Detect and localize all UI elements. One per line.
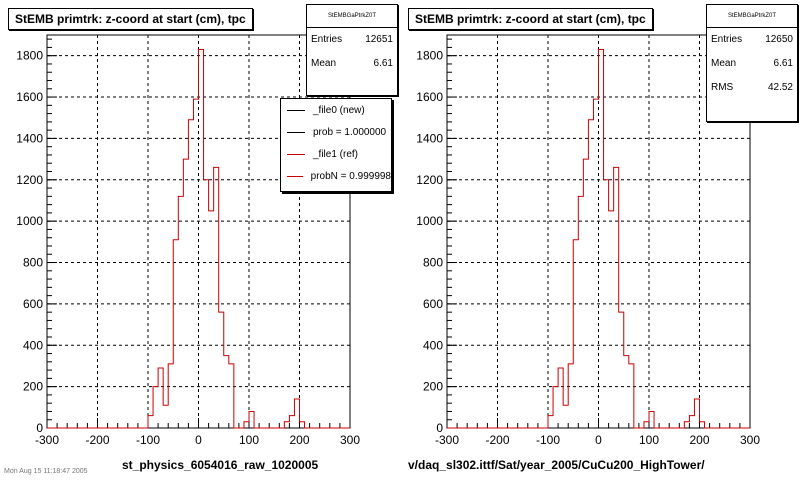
right-y-tick-label: 200 [423,380,443,394]
right-y-tick-label: 1000 [416,214,443,228]
right-y-tick-label: 600 [423,297,443,311]
left-y-tick-label: 1800 [16,49,43,63]
left-stats-entries-label: Entries [311,34,343,45]
left-y-tick-label: 1600 [16,90,43,104]
left-y-tick-label: 1200 [16,173,43,187]
right-x-axis-label: v/daq_sl302.ittf/Sat/year_2005/CuCu200_H… [408,458,705,472]
left-stats-mean-row: Mean 6.61 [307,52,397,76]
legend-swatch-file1 [287,153,305,155]
legend-label-probn: probN = 0.999998 [310,170,391,182]
left-x-tick-label: 300 [340,433,360,447]
left-stats-mean-value: 6.61 [373,58,393,69]
right-x-tick-label: 300 [740,433,760,447]
left-x-tick-label: -100 [136,433,160,447]
legend-entry-file1: _file1 (ref) [281,143,391,165]
left-y-tick-label: 600 [23,297,43,311]
right-stats-box: StEMBGaPtrkZ0T Entries 12650 Mean 6.61 R… [706,4,798,122]
right-y-tick-label: 0 [436,421,443,435]
legend-entry-prob: prob = 1.000000 [281,121,391,143]
right-y-tick-label: 1200 [416,173,443,187]
left-y-tick-label: 1400 [16,131,43,145]
right-stats-rms-label: RMS [711,82,734,93]
left-x-tick-label: -200 [85,433,109,447]
left-stats-box: StEMBGaPtrkZ0T Entries 12651 Mean 6.61 [306,4,398,96]
right-y-tick-label: 400 [423,338,443,352]
legend-swatch-probn [287,175,303,177]
right-stats-mean-value: 6.61 [773,58,793,69]
right-stats-rms-value: 42.52 [767,82,793,93]
right-histogram-svg: -300 -200 -100 0 100 200 300 0 200 400 600 800 1000 1… [416,34,760,447]
left-histogram-series-0 [47,48,350,429]
right-chart-title: StEMB primtrk: z-coord at start (cm), tp… [408,8,653,30]
right-x-tick-label: 100 [639,433,659,447]
right-x-tick-label: -100 [536,433,560,447]
legend-swatch-file0 [287,109,305,111]
left-y-tick-label: 0 [36,421,43,435]
legend-entry-probn: probN = 0.999998 [281,165,391,187]
left-chart-title: StEMB primtrk: z-coord at start (cm), tp… [8,8,253,30]
right-histogram-series-0 [447,48,750,429]
left-y-tick-label: 400 [23,338,43,352]
right-x-tick-label: -300 [435,433,459,447]
legend-box: _file0 (new) prob = 1.000000 _file1 (ref… [280,98,392,192]
left-y-tick-label: 1000 [16,214,43,228]
left-stats-name: StEMBGaPtrkZ0T [307,5,397,28]
footer-timestamp: Mon Aug 15 11:18:47 2005 [4,468,88,475]
left-stats-entries-value: 12651 [365,34,393,45]
legend-entry-file0: _file0 (new) [281,99,391,121]
right-y-tick-label: 1800 [416,49,443,63]
legend-label-prob: prob = 1.000000 [313,126,387,138]
left-histogram-svg: -300 -200 -100 0 100 200 300 0 200 400 600 800 1000 1… [16,34,360,447]
right-stats-mean-row: Mean 6.61 [707,52,797,76]
legend-label-file1: _file1 (ref) [313,148,359,160]
right-stats-mean-label: Mean [711,58,737,69]
legend-swatch-prob [287,131,305,133]
right-y-tick-label: 800 [423,256,443,270]
left-histogram-panel: -300 -200 -100 0 100 200 300 0 200 400 600 800 1000 1… [8,4,398,472]
right-stats-entries-label: Entries [711,34,743,45]
right-stats-name: StEMBGaPtrkZ0T [707,5,797,28]
left-y-tick-label: 200 [23,380,43,394]
right-stats-rms-row: RMS 42.52 [707,76,797,100]
left-x-tick-label: 100 [239,433,259,447]
right-y-tick-label: 1600 [416,90,443,104]
left-x-tick-label: -300 [35,433,59,447]
legend-label-file0: _file0 (new) [313,104,365,116]
left-y-tick-label: 800 [23,256,43,270]
left-stats-mean-label: Mean [311,58,337,69]
right-x-tick-label: -200 [485,433,509,447]
right-histogram-panel: -300 -200 -100 0 100 200 300 0 200 400 600 800 1000 1… [400,0,800,480]
right-stats-entries-row: Entries 12650 [707,28,797,52]
right-y-tick-label: 1400 [416,131,443,145]
left-x-tick-label: 200 [289,433,309,447]
left-stats-entries-row: Entries 12651 [307,28,397,52]
right-x-tick-label: 200 [689,433,709,447]
right-x-tick-label: 0 [595,433,602,447]
left-x-tick-label: 0 [195,433,202,447]
right-stats-entries-value: 12650 [765,34,793,45]
left-x-axis-label: st_physics_6054016_raw_1020005 [122,458,319,472]
